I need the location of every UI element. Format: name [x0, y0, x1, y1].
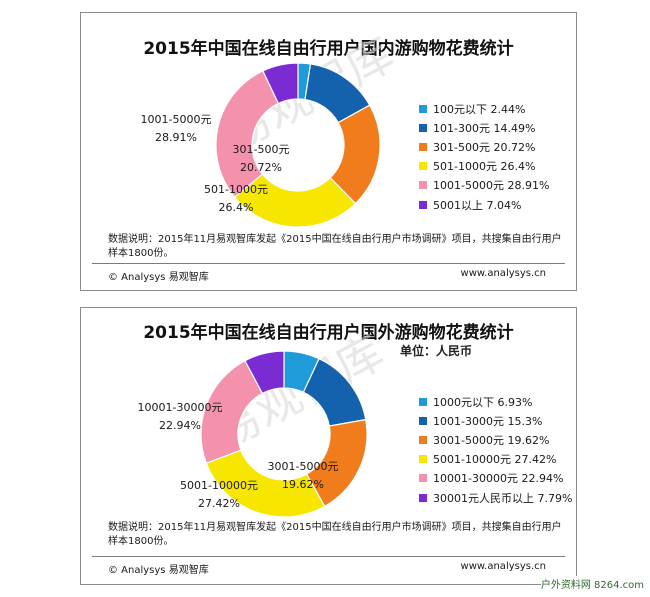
- site-watermark: 户外资料网 8264.com: [540, 576, 644, 591]
- legend-item: 5001-10000元 27.42%: [419, 450, 572, 469]
- legend-label: 501-1000元 26.4%: [433, 160, 536, 174]
- legend-swatch: [419, 123, 427, 132]
- legend-swatch: [419, 142, 427, 151]
- unit-label: 单位：人民币: [400, 344, 473, 358]
- donut-slice-30001-5: [244, 350, 285, 395]
- donut-chart-overseas: 易观智库3001-5000元19.62%5001-10000元27.42%100…: [138, 325, 392, 518]
- divider: [92, 556, 565, 557]
- legend-swatch: [419, 162, 427, 171]
- chart-title: 2015年中国在线自由行用户国内游购物花费统计: [143, 39, 514, 59]
- legend-label: 5001-10000元 27.42%: [433, 453, 557, 467]
- website-url: www.analysys.cn: [460, 268, 546, 279]
- slice-label-value: 26.4%: [219, 201, 254, 214]
- legend-overseas: 1000元以下 6.93% 1001-3000元 15.3% 3001-5000元 …: [419, 392, 572, 507]
- chart-title: 2015年中国在线自由行用户国外游购物花费统计: [143, 323, 514, 343]
- data-note: 数据说明：2015年11月易观智库发起《2015中国在线自由行用户市场调研》项目…: [108, 522, 562, 547]
- legend-label: 10001-30000元 22.94%: [433, 472, 564, 486]
- copyright: © Analysys 易观智库: [108, 272, 209, 283]
- legend-swatch: [419, 435, 427, 444]
- legend-item: 10001-30000元 22.94%: [419, 469, 572, 488]
- copyright: © Analysys 易观智库: [108, 565, 209, 576]
- slice-label-value: 27.42%: [198, 497, 240, 510]
- slice-label-value: 20.72%: [240, 161, 282, 174]
- legend-label: 101-300元 14.49%: [433, 121, 536, 135]
- slice-label-name: 3001-5000元: [268, 460, 339, 473]
- legend-swatch: [419, 200, 427, 209]
- legend-item: 101-300元 14.49%: [419, 118, 549, 137]
- overseas-chart-panel: 2015年中国在线自由行用户国外游购物花费统计 单位：人民币 易观智库 3001-…: [80, 307, 577, 585]
- legend-domestic: 100元以下 2.44% 101-300元 14.49% 301-500元 20.7…: [419, 99, 549, 214]
- donut-slice-5001-5: [262, 62, 299, 105]
- legend-swatch: [419, 416, 427, 425]
- legend-label: 1000元以下 6.93%: [433, 395, 533, 409]
- legend-item: 1001-3000元 15.3%: [419, 411, 572, 430]
- legend-item: 501-1000元 26.4%: [419, 157, 549, 176]
- legend-item: 301-500元 20.72%: [419, 137, 549, 156]
- legend-item: 3001-5000元 19.62%: [419, 430, 572, 449]
- divider: [92, 263, 565, 264]
- website-url: www.analysys.cn: [460, 561, 546, 572]
- data-note: 数据说明：2015年11月易观智库发起《2015中国在线自由行用户市场调研》项目…: [108, 234, 562, 259]
- legend-item: 100元以下 2.44%: [419, 99, 549, 118]
- legend-label: 1001-5000元 28.91%: [433, 179, 550, 193]
- legend-swatch: [419, 397, 427, 406]
- legend-label: 1001-3000元 15.3%: [433, 414, 543, 428]
- legend-label: 5001以上 7.04%: [433, 198, 522, 212]
- domestic-chart-panel: 2015年中国在线自由行用户国内游购物花费统计 易观智库301-500元20.7…: [80, 12, 577, 291]
- donut-chart-domestic: 易观智库301-500元20.72%501-1000元26.4%1001-500…: [141, 27, 402, 228]
- slice-label-name: 10001-30000元: [138, 401, 223, 414]
- legend-swatch: [419, 104, 427, 113]
- slice-label-value: 28.91%: [155, 131, 197, 144]
- legend-label: 301-500元 20.72%: [433, 140, 536, 154]
- legend-label: 100元以下 2.44%: [433, 102, 526, 116]
- slice-label-value: 19.62%: [282, 478, 324, 491]
- slice-label-value: 22.94%: [159, 419, 201, 432]
- slice-label-name: 1001-5000元: [141, 113, 212, 126]
- legend-label: 30001元人民币以上 7.79%: [433, 491, 573, 505]
- legend-label: 3001-5000元 19.62%: [433, 433, 550, 447]
- legend-swatch: [419, 455, 427, 464]
- legend-item: 30001元人民币以上 7.79%: [419, 488, 572, 507]
- slice-label-name: 501-1000元: [204, 183, 268, 196]
- legend-item: 1000元以下 6.93%: [419, 392, 572, 411]
- legend-item: 1001-5000元 28.91%: [419, 176, 549, 195]
- legend-swatch: [419, 493, 427, 502]
- legend-swatch: [419, 181, 427, 190]
- slice-label-name: 5001-10000元: [180, 479, 258, 492]
- slice-label-name: 301-500元: [233, 143, 290, 156]
- legend-swatch: [419, 474, 427, 483]
- donut-slice-501-1000-3: [233, 173, 357, 228]
- legend-item: 5001以上 7.04%: [419, 195, 549, 214]
- donut-slice-1001-5000-4: [215, 70, 280, 198]
